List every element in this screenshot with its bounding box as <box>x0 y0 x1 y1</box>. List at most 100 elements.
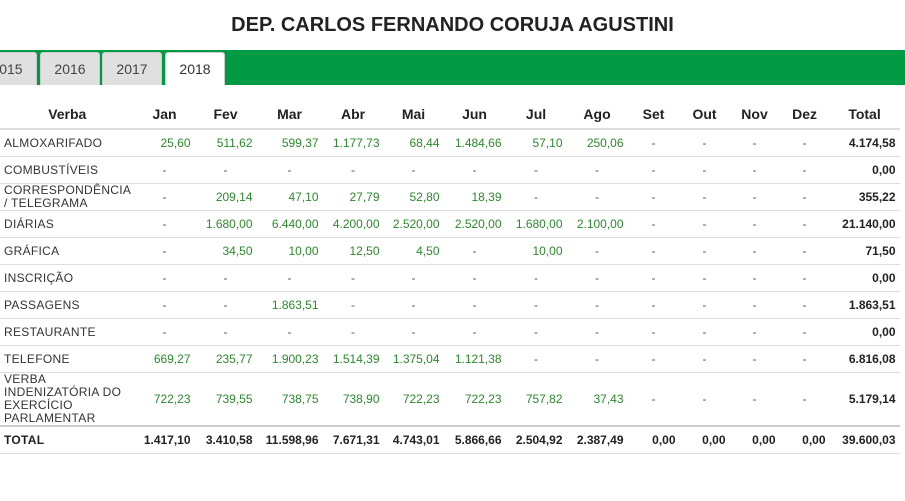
cell: 68,44 <box>383 129 444 157</box>
cell: - <box>256 156 323 184</box>
cell: 0,00 <box>829 264 900 292</box>
cell: - <box>729 156 780 184</box>
column-header: Ago <box>566 100 628 130</box>
cell: 739,55 <box>194 372 257 427</box>
cell: 2.520,00 <box>383 210 444 238</box>
row-label: GRÁFICA <box>0 237 135 265</box>
row-label: PASSAGENS <box>0 291 135 319</box>
cell: - <box>779 372 830 427</box>
cell: - <box>443 156 506 184</box>
cell: - <box>505 183 567 211</box>
cell: - <box>194 291 257 319</box>
cell: - <box>134 210 195 238</box>
cell: 4,50 <box>383 237 444 265</box>
column-header: Total <box>829 100 900 130</box>
cell: - <box>729 129 780 157</box>
cell: - <box>443 237 506 265</box>
cell: 4.743,01 <box>383 425 444 454</box>
cell: - <box>679 291 730 319</box>
cell: 2.504,92 <box>505 425 567 454</box>
row-label: TOTAL <box>0 425 135 454</box>
tab[interactable]: 2016 <box>40 52 100 85</box>
cell: - <box>679 183 730 211</box>
cell: - <box>627 291 680 319</box>
table-row: TELEFONE 669,27 235,77 1.900,23 1.514,39 1.37… <box>0 345 900 373</box>
table-row: RESTAURANTE - - - - - - - - - - - -0,00 <box>0 318 900 346</box>
cell: - <box>729 291 780 319</box>
cell: 0,00 <box>729 425 780 454</box>
table-row: COMBUSTÍVEIS - - - - - - - - - - - -0,00 <box>0 156 900 184</box>
cell: - <box>627 372 680 427</box>
cell: - <box>566 345 628 373</box>
cell: 1.514,39 <box>322 345 384 373</box>
cell: - <box>194 156 257 184</box>
cell: - <box>627 210 680 238</box>
cell: 1.121,38 <box>443 345 506 373</box>
cell: - <box>779 237 830 265</box>
cell: 0,00 <box>829 156 900 184</box>
tab[interactable]: 2015 <box>0 52 37 85</box>
cell: - <box>443 318 506 346</box>
cell: - <box>134 237 195 265</box>
cell: 25,60 <box>134 129 195 157</box>
cell: 1.680,00 <box>194 210 257 238</box>
cell: - <box>679 345 730 373</box>
row-label: INSCRIÇÃO <box>0 264 135 292</box>
cell: - <box>679 210 730 238</box>
table-row: VERBA INDENIZATÓRIA DO EXERCÍCIO PARLAME… <box>0 372 900 427</box>
table-row: INSCRIÇÃO - - - - - - - - - - - -0,00 <box>0 264 900 292</box>
cell: 0,00 <box>627 425 680 454</box>
cell: - <box>383 156 444 184</box>
cell: - <box>505 345 567 373</box>
cell: 1.863,51 <box>256 291 323 319</box>
column-header: Out <box>679 100 730 130</box>
cell: - <box>729 237 780 265</box>
cell: 39.600,03 <box>829 425 900 454</box>
row-label: RESTAURANTE <box>0 318 135 346</box>
cell: - <box>729 318 780 346</box>
cell: - <box>679 264 730 292</box>
cell: - <box>256 264 323 292</box>
tab[interactable]: 2017 <box>102 52 162 85</box>
cell: - <box>134 318 195 346</box>
cell: 11.598,96 <box>256 425 323 454</box>
cell: 1.177,73 <box>322 129 384 157</box>
cell: - <box>134 156 195 184</box>
cell: - <box>627 264 680 292</box>
cell: - <box>383 264 444 292</box>
cell: - <box>566 291 628 319</box>
cell: - <box>566 183 628 211</box>
cell: 0,00 <box>679 425 730 454</box>
tab[interactable]: 2018 <box>165 52 225 85</box>
cell: - <box>729 210 780 238</box>
column-header: Jul <box>505 100 567 130</box>
cell: 1.680,00 <box>505 210 567 238</box>
cell: - <box>566 237 628 265</box>
table-row: ALMOXARIFADO 25,60 511,62 599,37 1.177,73 68,… <box>0 129 900 157</box>
cell: 2.100,00 <box>566 210 628 238</box>
cell: 0,00 <box>829 318 900 346</box>
cell: - <box>729 264 780 292</box>
cell: - <box>134 183 195 211</box>
cell: 21.140,00 <box>829 210 900 238</box>
cell: - <box>627 183 680 211</box>
cell: 6.816,08 <box>829 345 900 373</box>
tab-bar: 2015201620172018 <box>0 50 905 85</box>
cell: 5.866,66 <box>443 425 506 454</box>
cell: - <box>679 237 730 265</box>
cell: 1.863,51 <box>829 291 900 319</box>
row-label: TELEFONE <box>0 345 135 373</box>
cell: 3.410,58 <box>194 425 257 454</box>
cell: 722,23 <box>443 372 506 427</box>
cell: - <box>322 264 384 292</box>
cell: - <box>566 318 628 346</box>
cell: - <box>505 318 567 346</box>
row-label: ALMOXARIFADO <box>0 129 135 157</box>
cell: 2.387,49 <box>566 425 628 454</box>
cell: 757,82 <box>505 372 567 427</box>
cell: - <box>779 210 830 238</box>
table-row: GRÁFICA -34,50 10,00 12,50 4,50-10,00- - - - -71… <box>0 237 900 265</box>
column-header: Verba <box>0 100 135 130</box>
cell: - <box>322 156 384 184</box>
cell: 12,50 <box>322 237 384 265</box>
